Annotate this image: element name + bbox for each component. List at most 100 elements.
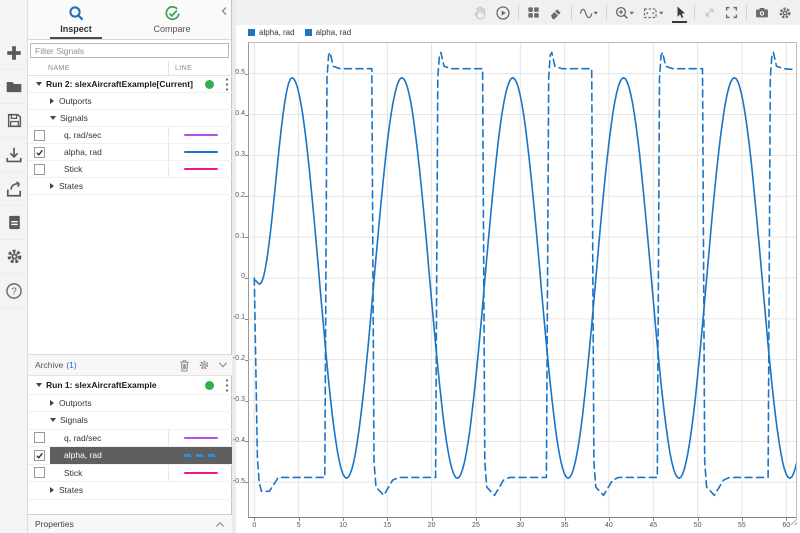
signal-name: alpha, rad — [50, 450, 168, 460]
tree-row-outports[interactable]: Outports — [28, 93, 232, 110]
sidebar-tabs: Inspect Compare — [28, 0, 231, 40]
tree-row-signals[interactable]: Signals — [28, 110, 232, 127]
signal-wave-dropdown[interactable] — [579, 3, 599, 23]
caret-down-icon[interactable] — [36, 82, 42, 86]
y-tick-label: 0.3 — [221, 151, 245, 158]
add-button[interactable] — [0, 36, 28, 70]
replay-button[interactable] — [495, 3, 511, 23]
toolbar-separator — [746, 5, 747, 20]
y-tick-mark — [245, 155, 248, 156]
preferences-button[interactable] — [0, 240, 28, 274]
plot-panel: alpha, rad alpha, rad 051015202530354045… — [236, 0, 800, 533]
report-icon — [6, 214, 23, 231]
kebab-menu-icon[interactable] — [225, 77, 229, 94]
signal-checkbox[interactable] — [34, 467, 45, 478]
legend-label: alpha, rad — [316, 28, 352, 37]
legend-item[interactable]: alpha, rad — [305, 28, 352, 37]
line-style-cell — [168, 161, 232, 177]
resize-grip[interactable] — [790, 513, 798, 531]
tab-inspect[interactable]: Inspect — [28, 0, 124, 39]
y-tick-label: 0.4 — [221, 110, 245, 117]
filter-signals-input[interactable] — [30, 43, 229, 58]
line-swatch — [184, 134, 218, 137]
pan-button[interactable] — [472, 3, 488, 23]
snapshot-button[interactable] — [754, 3, 770, 23]
toolbar-separator — [571, 5, 572, 20]
create-report-button[interactable] — [0, 206, 28, 240]
kebab-menu-icon[interactable] — [225, 378, 229, 395]
y-tick-mark — [245, 441, 248, 442]
signal-checkbox[interactable] — [34, 164, 45, 175]
time-plot[interactable]: 0510152025303540455055600.50.40.30.20.10… — [248, 42, 797, 518]
signal-row-alpha-selected[interactable]: alpha, rad — [28, 447, 232, 465]
caret-down-icon[interactable] — [50, 116, 56, 120]
fullscreen-icon — [724, 5, 739, 20]
x-tick-label: 20 — [422, 522, 442, 529]
zoom-in-dropdown[interactable] — [614, 3, 635, 23]
chevron-up-icon — [215, 521, 225, 528]
signal-row-q[interactable]: q, rad/sec — [28, 430, 232, 448]
chevron-down-icon[interactable] — [218, 361, 228, 369]
archive-header[interactable]: Archive (1) — [28, 354, 232, 376]
fullscreen-button[interactable] — [724, 3, 739, 23]
help-button[interactable]: ? — [0, 274, 28, 308]
fit-to-view-dropdown[interactable] — [642, 3, 665, 23]
simulation-data-inspector-window: ? Inspect Compare NAME LINE — [0, 0, 800, 533]
x-tick-label: 30 — [510, 522, 530, 529]
tab-compare[interactable]: Compare — [124, 0, 220, 39]
plot-settings-button[interactable] — [777, 3, 793, 23]
tree-row-outports[interactable]: Outports — [28, 395, 232, 413]
tree-row-signals[interactable]: Signals — [28, 412, 232, 430]
x-tick-mark — [254, 518, 255, 521]
y-tick-label: -0.3 — [221, 396, 245, 403]
signal-row-alpha[interactable]: alpha, rad — [28, 144, 232, 161]
signal-checkbox[interactable] — [34, 432, 45, 443]
save-button[interactable] — [0, 104, 28, 138]
signal-row-q[interactable]: q, rad/sec — [28, 127, 232, 144]
archive-gear-icon[interactable] — [198, 359, 210, 371]
y-tick-label: -0.1 — [221, 314, 245, 321]
export-button[interactable] — [0, 172, 28, 206]
signal-row-stick[interactable]: Stick — [28, 161, 232, 178]
cursor-arrow-icon — [672, 4, 687, 20]
archive-count: (1) — [66, 360, 76, 370]
x-tick-mark — [520, 518, 521, 521]
group-label: Signals — [60, 113, 88, 123]
tree-row-states[interactable]: States — [28, 482, 232, 500]
signal-checkbox-checked[interactable] — [34, 147, 45, 158]
import-icon — [5, 146, 23, 164]
collapse-sidebar-button[interactable] — [220, 3, 228, 21]
import-button[interactable] — [0, 138, 28, 172]
chevron-left-icon — [220, 6, 228, 16]
tree-row-run1[interactable]: Run 1: slexAircraftExample — [28, 377, 232, 395]
tree-row-run2[interactable]: Run 2: slexAircraftExample[Current] — [28, 76, 232, 93]
subplot-layout-button[interactable] — [526, 3, 541, 23]
open-folder-button[interactable] — [0, 70, 28, 104]
expand-button[interactable] — [702, 3, 717, 23]
eraser-icon — [548, 5, 564, 21]
legend-item[interactable]: alpha, rad — [248, 28, 295, 37]
clear-plots-button[interactable] — [548, 3, 564, 23]
camera-icon — [754, 5, 770, 20]
caret-right-icon[interactable] — [50, 400, 54, 406]
legend-swatch — [305, 29, 312, 36]
group-label: States — [59, 181, 83, 191]
tree-row-states[interactable]: States — [28, 178, 232, 195]
magnifier-icon — [68, 5, 85, 22]
y-tick-label: -0.2 — [221, 355, 245, 362]
caret-down-icon[interactable] — [36, 383, 42, 387]
signal-checkbox[interactable] — [34, 130, 45, 141]
pointer-tool-button[interactable] — [672, 3, 687, 23]
caret-down-icon[interactable] — [50, 418, 56, 422]
caret-right-icon[interactable] — [50, 183, 54, 189]
properties-bar[interactable]: Properties — [28, 514, 232, 533]
plus-icon — [5, 44, 23, 62]
settings-gear-icon — [777, 5, 793, 21]
signal-row-stick[interactable]: Stick — [28, 465, 232, 483]
caret-right-icon[interactable] — [50, 98, 54, 104]
archive-title: Archive — [28, 360, 63, 370]
trash-icon[interactable] — [179, 359, 190, 372]
x-tick-label: 35 — [555, 522, 575, 529]
caret-right-icon[interactable] — [50, 487, 54, 493]
signal-checkbox-checked[interactable] — [34, 450, 45, 461]
